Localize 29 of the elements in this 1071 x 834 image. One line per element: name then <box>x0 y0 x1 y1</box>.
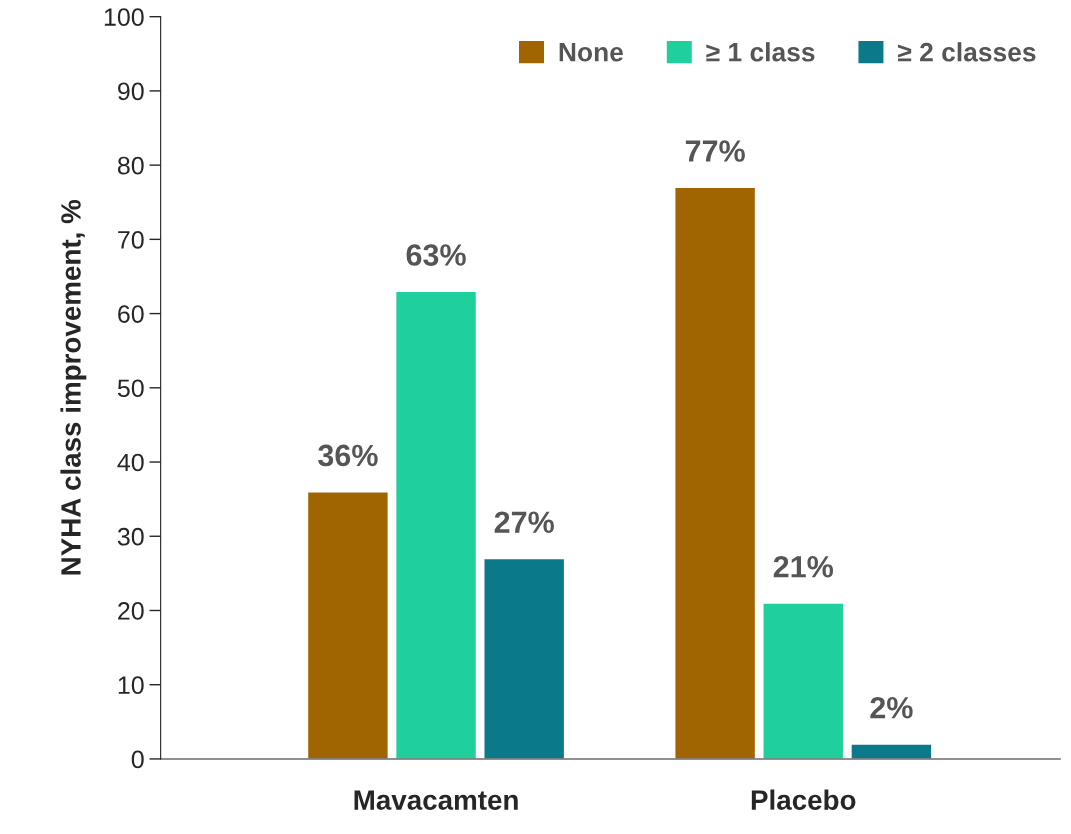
legend-label: ≥ 1 class <box>706 42 815 62</box>
legend-label: ≥ 2 classes <box>897 42 1036 62</box>
y-tick-label: 40 <box>117 453 144 472</box>
data-label: 63% <box>406 244 466 266</box>
data-label: 27% <box>494 511 554 533</box>
bar <box>483 557 566 759</box>
y-tick-label: 50 <box>117 379 144 398</box>
data-label: 36% <box>318 444 378 467</box>
y-tick-label: 10 <box>118 676 144 695</box>
bar <box>306 491 390 759</box>
y-tick-label: 60 <box>118 305 144 323</box>
y-axis-title: NYHA class improvement, % <box>60 199 87 575</box>
x-tick-label: Mavacamten <box>354 790 518 810</box>
bar <box>394 290 478 759</box>
data-label: 77% <box>685 140 745 162</box>
y-tick-label: 70 <box>118 230 144 249</box>
x-tick-label: Placebo <box>751 789 856 810</box>
legend-label: None <box>559 43 623 62</box>
y-tick-label: 80 <box>117 156 144 175</box>
bar <box>850 743 933 759</box>
y-tick-label: 100 <box>104 8 144 26</box>
y-tick-label: 90 <box>118 82 144 101</box>
y-tick-label: 0 <box>131 750 144 769</box>
y-tick-label: 30 <box>117 527 144 546</box>
data-label: 21% <box>773 555 834 578</box>
bar <box>762 602 845 759</box>
y-tick-label: 20 <box>118 602 144 620</box>
data-label: 2% <box>870 696 913 719</box>
bar <box>674 186 757 759</box>
